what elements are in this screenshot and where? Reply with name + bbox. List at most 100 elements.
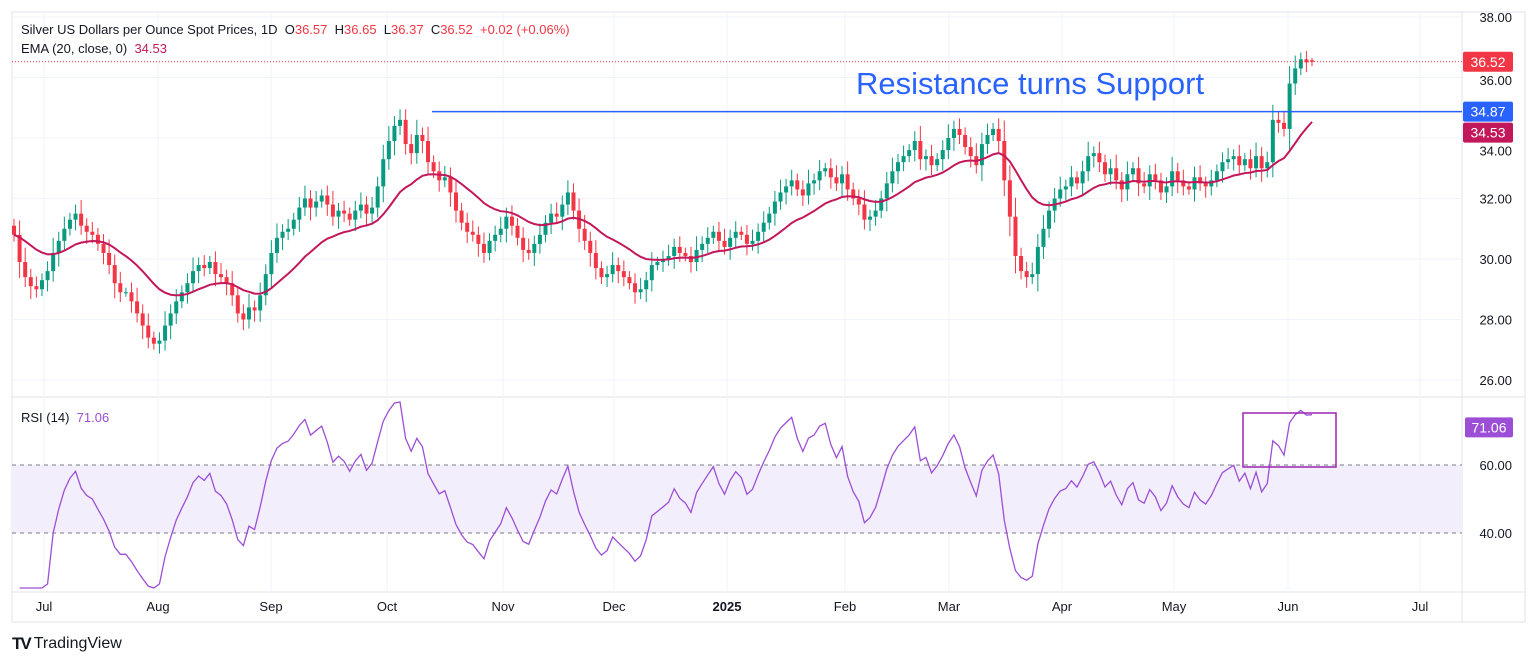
candle-down [79,213,84,226]
candle-up [638,289,643,293]
candle-up [840,174,845,184]
candle-up [174,301,179,314]
candle-up [207,262,212,269]
candle-up [163,325,168,341]
candle-up [353,210,358,220]
candle-down [1024,271,1029,278]
candle-up [1080,171,1085,184]
candle-down [1007,180,1012,217]
candle-up [297,207,302,220]
candle-down [202,265,207,269]
candle-up [666,255,671,259]
symbol-title: Silver US Dollars per Ounce Spot Prices,… [21,22,278,37]
candle-up [286,228,291,232]
candle-up [817,171,822,181]
candle-down [588,240,593,253]
candle-up [336,210,341,217]
candle-up [196,265,201,272]
candle-down [1013,216,1018,256]
candle-up [1063,186,1068,190]
low-label: L [383,22,392,37]
candle-down [426,141,431,163]
x-tick-label: Oct [377,599,398,614]
candle-down [509,216,514,226]
x-tick-label: Jul [1412,599,1429,614]
price-tick-label: 30.00 [1479,252,1512,267]
ema-legend: EMA (20, close, 0) 34.53 [21,41,167,56]
ema-value: 34.53 [134,41,167,56]
candle-up [784,186,789,193]
candle-up [655,262,660,266]
candle-down [616,265,621,272]
ema-line [13,121,1313,297]
candle-up [935,159,940,166]
candle-up [246,307,251,320]
candle-down [862,204,867,220]
candle-up [912,141,917,151]
candle-up [51,252,56,272]
candle-up [700,243,705,250]
candle-up [733,231,738,238]
candle-up [565,192,570,205]
candle-up [291,219,296,229]
price-tick-label: 32.00 [1479,192,1512,207]
price-tick-label: 38.00 [1479,10,1512,25]
candle-up [560,204,565,217]
candle-down [129,292,134,302]
candle-up [812,180,817,184]
x-tick-label: Jun [1278,599,1299,614]
candle-up [1035,246,1040,275]
candle-up [1293,68,1298,84]
candle-up [756,231,761,241]
candle-down [453,192,458,211]
candle-up [302,198,307,208]
candle-up [498,228,503,235]
candle-up [179,292,184,302]
candle-up [979,144,984,166]
candle-up [1220,162,1225,172]
candle-up [280,231,285,238]
candle-down [308,198,313,208]
candle-up [610,265,615,275]
candle-up [1047,210,1052,229]
candle-down [716,231,721,241]
candle-down [1158,180,1163,193]
candle-up [778,192,783,202]
candle-down [235,295,240,314]
candle-down [1276,119,1281,123]
candle-up [543,222,548,235]
candle-down [526,249,531,253]
candle-up [823,168,828,172]
candle-up [985,134,990,145]
tradingview-logo-icon: TV [12,634,32,653]
candle-down [1175,171,1180,181]
candle-down [252,307,257,311]
tradingview-logo[interactable]: TV TradingView [12,634,122,654]
candle-up [644,280,649,290]
candle-down [1102,162,1107,175]
candle-up [1041,228,1046,247]
candle-down [364,204,369,214]
candle-down [420,134,425,142]
chart-frame [11,11,1526,623]
rsi-value-tag [1465,417,1513,438]
candle-down [84,225,89,232]
candle-up [767,213,772,223]
high-value: 36.65 [344,22,377,37]
rsi-legend: RSI (14) 71.06 [21,410,109,425]
rsi-value: 71.06 [76,410,110,425]
candle-down [140,313,145,326]
candle-down [1075,177,1080,184]
candle-down [1198,177,1203,184]
candle-up [185,283,190,293]
candle-up [1130,168,1135,175]
candle-down [521,237,526,250]
candle-down [627,277,632,284]
candle-up [263,274,268,296]
close-label: C [430,22,441,37]
candle-down [1310,60,1314,62]
candle-down [688,255,693,263]
candle-down [1259,156,1264,169]
